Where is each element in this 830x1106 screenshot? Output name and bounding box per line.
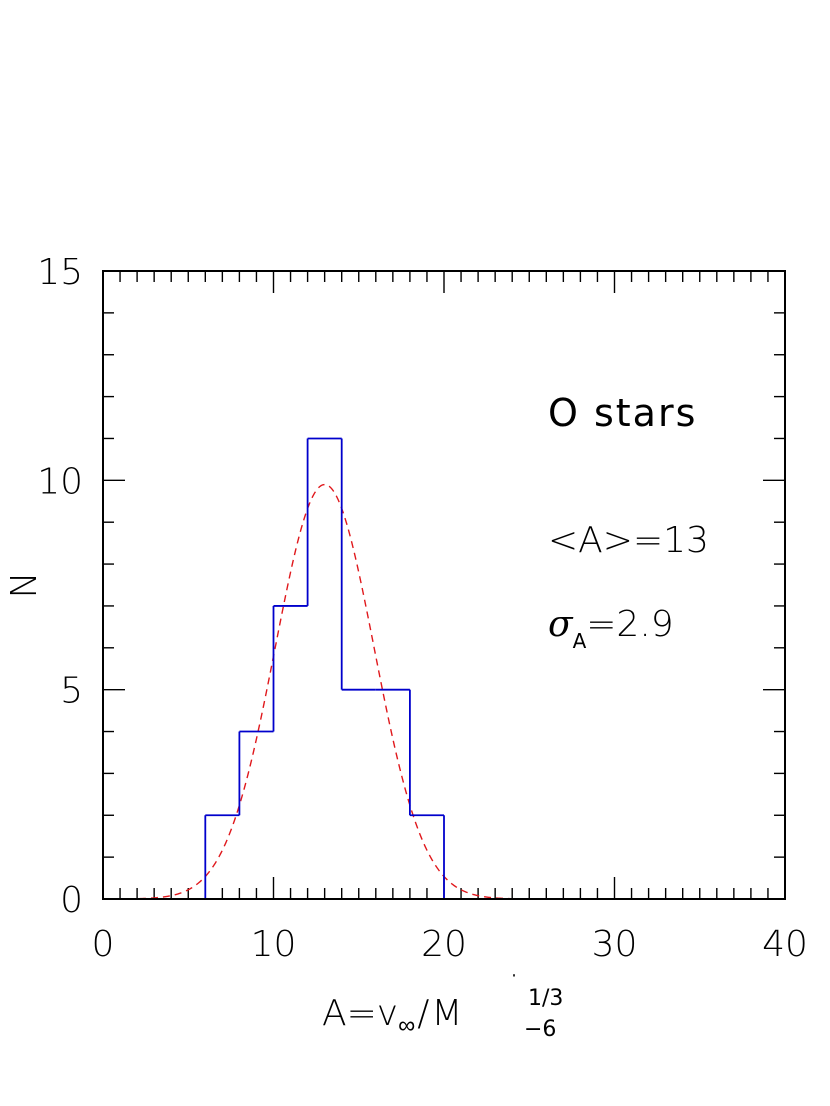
xlabel-exponent: 1/3 — [528, 986, 563, 1011]
x-tick-labels: 0 10 20 30 40 — [92, 924, 808, 965]
x-tick-label: 40 — [762, 924, 808, 965]
xlabel-subscript: −6 — [524, 1017, 556, 1042]
major-ticks — [102, 270, 786, 900]
annotation-class-label: O stars — [548, 391, 697, 435]
xlabel-infinity: ∞ — [398, 1011, 415, 1039]
annotation-sigma: σA=2.9 — [548, 604, 674, 653]
x-axis-title: A=v∞/M ˙ 1/3 −6 — [322, 968, 563, 1042]
plot-frame — [102, 270, 786, 900]
x-tick-label: 0 — [92, 924, 115, 965]
xlabel-dot: ˙ — [505, 968, 523, 1009]
y-tick-label: 0 — [60, 880, 83, 921]
sigma-subscript: A — [573, 629, 587, 653]
y-tick-labels: 0 5 10 15 — [37, 252, 83, 921]
y-axis-title: N — [4, 572, 45, 599]
svg-text:A=v∞/M: A=v∞/M — [322, 993, 462, 1039]
sigma-symbol: σ — [548, 604, 574, 645]
y-tick-label: 10 — [37, 461, 83, 502]
xlabel-main: A=v — [322, 993, 398, 1034]
x-tick-label: 30 — [592, 924, 638, 965]
gaussian-fit-curve — [103, 483, 547, 900]
xlabel-slash: / — [417, 993, 429, 1034]
y-tick-label: 15 — [37, 252, 83, 293]
y-tick-label: 5 — [60, 671, 83, 712]
xlabel-mdot: M — [431, 993, 462, 1034]
x-tick-label: 10 — [251, 924, 297, 965]
minor-ticks — [103, 271, 785, 899]
annotation-mean: <A>=13 — [548, 520, 709, 561]
x-tick-label: 20 — [421, 924, 467, 965]
sigma-value: =2.9 — [586, 604, 673, 645]
histogram-bars — [204, 437, 445, 899]
